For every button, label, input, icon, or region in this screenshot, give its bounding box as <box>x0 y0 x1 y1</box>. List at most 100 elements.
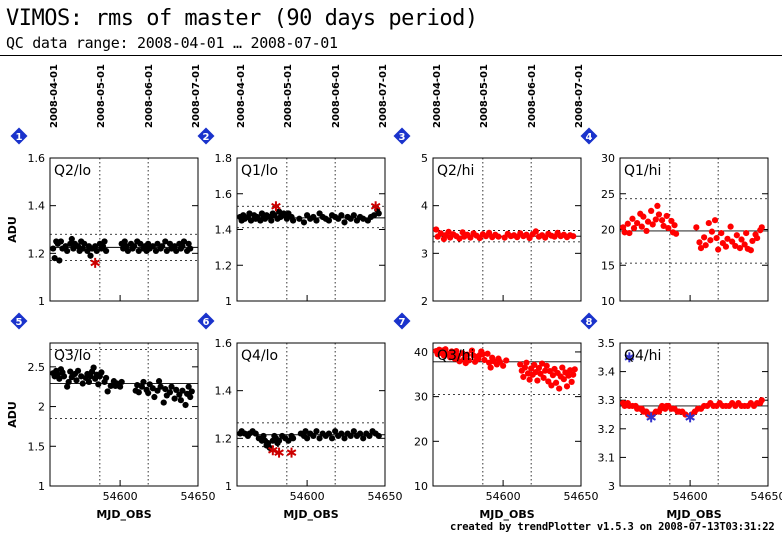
data-point <box>79 245 86 252</box>
data-point <box>733 232 740 239</box>
x-tick-label: 54650 <box>368 490 403 503</box>
data-point <box>693 224 700 231</box>
data-point <box>168 383 175 390</box>
y-tick-label: 1.2 <box>215 432 233 445</box>
data-point <box>655 211 663 218</box>
top-date-label: 2008-07-01 <box>378 64 389 128</box>
data-point <box>696 239 703 246</box>
data-point <box>459 350 466 357</box>
outlier-marker <box>646 412 656 423</box>
x-axis-label: MJD_OBS <box>479 508 534 521</box>
data-point <box>123 243 130 250</box>
data-point <box>663 212 670 220</box>
data-point <box>328 435 336 442</box>
data-point <box>118 378 125 386</box>
data-point <box>85 378 93 386</box>
data-point <box>87 252 94 259</box>
outlier-marker <box>685 412 695 423</box>
x-tick-label: 54600 <box>290 490 325 503</box>
data-point <box>540 374 547 381</box>
data-point <box>711 217 719 224</box>
data-point <box>107 382 114 389</box>
panel-badge-number: 7 <box>399 317 406 328</box>
panel-8: 8 3 3.1 3.2 3.3 3.4 3.5 54600 54650 Q4/hi MJD_OBS <box>580 312 782 521</box>
data-point <box>117 383 124 390</box>
data-point <box>300 219 308 226</box>
y-tick-label: 1.4 <box>215 385 233 398</box>
data-point <box>370 212 378 219</box>
data-point <box>563 383 571 390</box>
data-point <box>149 243 156 250</box>
data-point <box>375 432 382 440</box>
panel-badge-number: 6 <box>203 317 210 328</box>
plot-frame <box>49 157 199 302</box>
data-point <box>360 435 367 442</box>
y-tick-label: 1 <box>38 480 45 493</box>
x-axis-label: MJD_OBS <box>283 508 338 521</box>
data-point <box>570 371 577 378</box>
data-point <box>99 243 107 250</box>
header-divider <box>0 55 782 56</box>
top-date-label: 2008-06-01 <box>527 64 538 128</box>
data-point <box>630 224 638 232</box>
data-point <box>479 351 486 358</box>
data-point <box>707 237 714 244</box>
y-tick-label: 2 <box>421 295 428 308</box>
data-point <box>722 243 730 250</box>
x-tick-label: 54600 <box>103 490 138 503</box>
data-point <box>84 247 91 255</box>
y-tick-label: 1.6 <box>215 188 233 201</box>
panel-badge-number: 8 <box>586 317 593 328</box>
panel-badge-number: 5 <box>16 317 23 328</box>
data-point <box>56 257 63 264</box>
data-point <box>535 364 543 372</box>
y-tick-label: 1 <box>38 295 45 308</box>
data-point <box>171 243 178 250</box>
data-point <box>135 389 142 396</box>
top-date-label: 2008-04-01 <box>49 64 60 128</box>
data-point <box>313 428 320 435</box>
top-date-label: 2008-07-01 <box>574 64 585 128</box>
data-point <box>753 234 761 242</box>
panel-4: 4 10 15 20 25 30 Q1/hi <box>580 127 769 308</box>
data-point <box>74 243 82 250</box>
y-axis-label: ADU <box>6 401 19 428</box>
data-point <box>65 378 72 386</box>
data-point <box>532 228 539 235</box>
data-point <box>247 217 255 224</box>
data-point <box>145 389 152 397</box>
data-point <box>701 234 708 241</box>
y-tick-label: 30 <box>414 391 428 404</box>
data-point <box>265 440 272 447</box>
data-point <box>180 238 188 245</box>
panel-3: 3 2 3 4 5 2008-04-01 2008-05-01 2008-06-01 2008-… <box>393 64 585 308</box>
data-point <box>560 376 567 383</box>
x-tick-label: 54600 <box>673 490 708 503</box>
y-tick-label: 1.5 <box>28 440 46 453</box>
plot-frame <box>236 157 386 302</box>
data-point <box>102 374 110 382</box>
data-point <box>338 430 345 437</box>
data-point <box>350 212 357 219</box>
data-point <box>543 362 550 369</box>
data-point <box>629 215 636 222</box>
data-point <box>665 224 672 232</box>
panel-badge-icon <box>197 312 215 330</box>
data-point <box>556 385 563 392</box>
data-point <box>552 379 560 386</box>
data-point <box>188 388 195 395</box>
data-point <box>338 212 345 219</box>
data-point <box>166 389 174 396</box>
data-point <box>456 235 463 242</box>
data-point <box>649 221 656 228</box>
data-point <box>145 240 152 247</box>
y-tick-label: 15 <box>601 259 615 272</box>
panel-label: Q1/lo <box>241 163 278 179</box>
data-point <box>660 222 667 230</box>
data-point <box>559 364 566 371</box>
panel-2: 2 1 1.2 1.4 1.6 1.8 2008-04-01 2008-05-01 2008-0… <box>197 64 389 308</box>
data-point <box>347 432 354 440</box>
data-point <box>154 240 161 247</box>
top-date-label: 2008-05-01 <box>96 64 107 128</box>
outlier-marker <box>286 447 297 458</box>
